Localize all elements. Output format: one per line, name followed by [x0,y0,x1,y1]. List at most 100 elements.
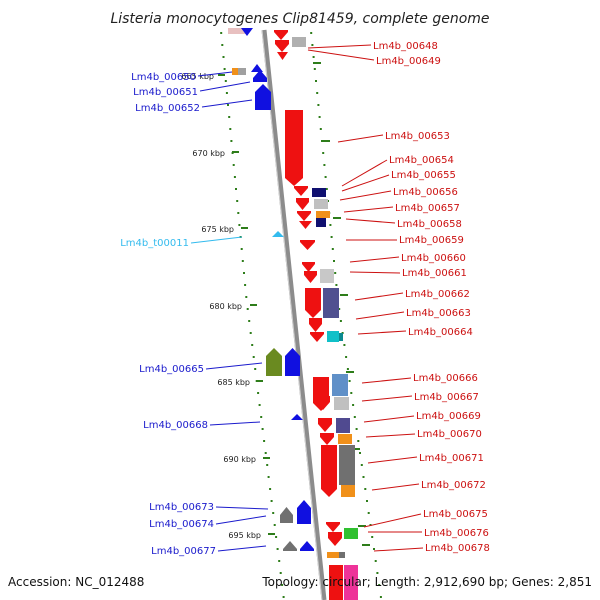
major-tick [241,227,248,229]
tick-dot [335,284,338,286]
leader-line [354,292,404,301]
forward-gene [283,541,297,551]
tick-dot [350,392,353,394]
gene-block [344,528,358,539]
leader-line [307,49,375,61]
forward-gene [300,541,314,551]
gene-label: Lm4b_00671 [419,453,484,464]
gene-block [316,218,326,227]
gene-block [334,397,349,410]
reverse-gene [304,271,317,283]
tick-dot [360,464,363,466]
tick-dot [252,356,255,358]
reverse-gene [328,532,342,546]
tick-dot [319,128,322,130]
genome-backbone-highlight [261,29,323,600]
tick-dot [273,524,276,526]
tick-dot [233,176,236,178]
gene-label: Lm4b_00667 [414,392,479,403]
tick-dot [324,176,327,178]
major-tick [362,544,370,546]
gene-label: Lm4b_00656 [393,187,458,198]
gene-label: Lm4b_00677 [151,546,216,557]
tick-dot [275,536,278,538]
reverse-gene [299,221,312,229]
gene-block [338,434,352,444]
reverse-gene [305,288,321,318]
gene-label: Lm4b_00649 [376,56,441,67]
tick-dot [369,524,372,526]
tick-dot [257,392,260,394]
reverse-gene [316,396,330,410]
tick-dot [225,92,228,94]
tick-dot [276,548,279,550]
reverse-gene [294,186,308,196]
tick-dot [258,404,261,406]
tick-dot [220,32,223,34]
gene-features [228,28,358,600]
major-tick [358,525,366,527]
tick-dot [282,596,285,598]
tick-dot [318,116,321,118]
gene-label: Lm4b_00653 [385,131,450,142]
reverse-gene [310,332,324,342]
tick-dot [322,152,325,154]
leader-line [367,456,418,464]
gene-block [292,37,306,47]
gene-block [339,552,345,558]
leader-line [201,99,253,108]
tick-dot [355,428,358,430]
reverse-gene [277,52,288,60]
major-tick [333,217,341,219]
tick-dot [348,380,351,382]
gene-block [232,68,238,75]
leader-line [337,134,384,143]
forward-gene [280,507,293,523]
leader-line [339,190,392,201]
reverse-gene [326,522,340,532]
tick-dot [266,464,269,466]
tick-rings [218,32,382,598]
forward-gene [297,500,311,524]
gene-block [238,68,246,75]
leader-line [343,206,394,213]
tick-dot [278,560,281,562]
gene-label: Lm4b_00663 [406,308,471,319]
leader-line [217,545,267,552]
forward-gene [285,348,300,376]
gene-label: Lm4b_00658 [397,219,462,230]
leader-line [371,483,420,491]
major-tick [340,294,348,296]
tick-dot [249,332,252,334]
tick-dot [367,512,370,514]
gene-block [344,565,358,600]
gene-block [339,333,343,341]
gene-block [314,199,328,209]
tick-dot [323,164,326,166]
tick-dot [310,32,313,34]
gene-block [316,211,330,218]
accession-text: Accession: NC_012488 [8,575,144,589]
tick-dot [353,416,356,418]
tick-dot [251,344,254,346]
leader-line [209,421,261,426]
gene-block [339,445,355,485]
tick-dot [267,476,270,478]
tick-dot [229,128,232,130]
leader-line [341,174,390,192]
major-tick [268,533,275,535]
tick-dot [235,188,237,190]
genome-backbone [261,29,327,600]
gene-label: Lm4b_00648 [373,41,438,52]
gene-label: Lm4b_00660 [401,253,466,264]
label-leader-lines [190,44,424,552]
tick-dot [330,236,333,238]
reverse-gene [296,198,309,210]
tick-dot [248,320,251,322]
tick-dot [325,188,328,190]
leader-line [197,71,233,77]
gene-label: Lm4b_00650 [131,72,196,83]
kbp-label: 665 kbp [181,72,214,81]
tick-dot [241,260,244,262]
